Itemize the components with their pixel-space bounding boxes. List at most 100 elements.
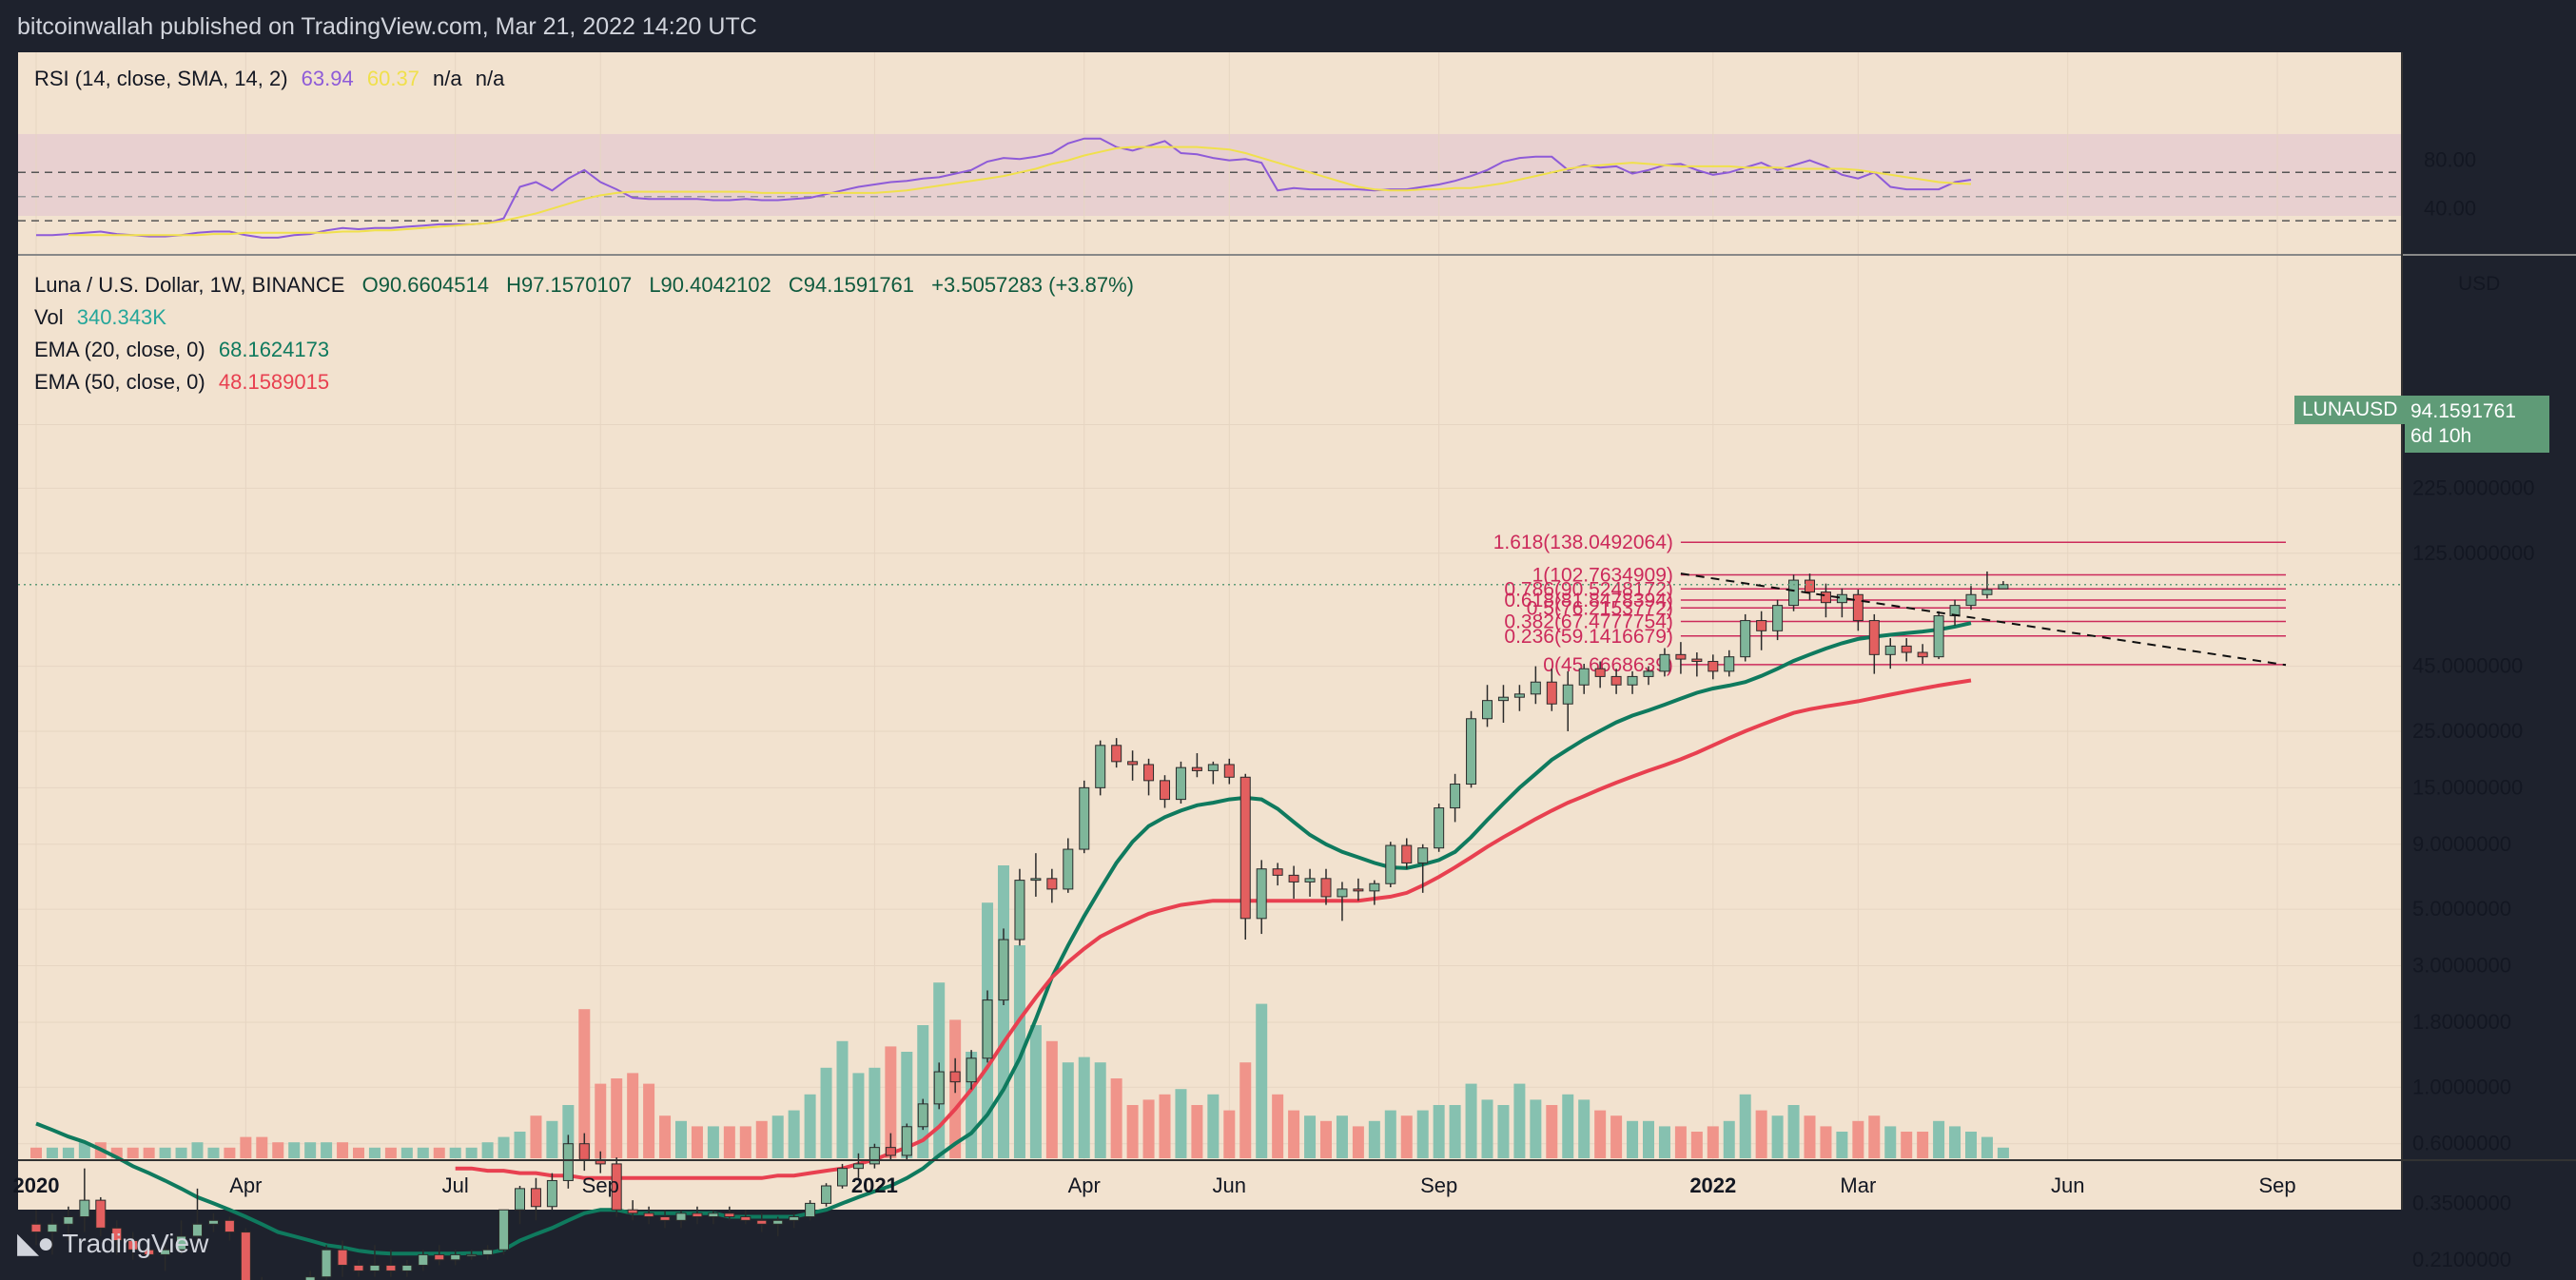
candle-body <box>740 1216 751 1221</box>
ema50-legend[interactable]: EMA (50, close, 0) 48.1589015 <box>34 370 329 395</box>
volume-bar <box>627 1073 639 1158</box>
candle-body <box>982 999 993 1059</box>
time-axis-label: 2021 <box>851 1173 898 1197</box>
candle-body <box>1708 661 1719 672</box>
volume-bar <box>723 1126 735 1158</box>
volume-bar <box>433 1147 445 1158</box>
volume-bar <box>1610 1115 1623 1158</box>
candle-body <box>369 1264 381 1271</box>
fib-level-label: 0.5(76.2153772) <box>1527 597 1673 619</box>
time-axis-label: Sep <box>582 1173 619 1197</box>
candle-body <box>1223 764 1235 778</box>
price-axis-label: 0.3500000 <box>2412 1191 2511 1214</box>
candle-body <box>1562 684 1573 705</box>
fib-level-label: 0.382(67.4777754) <box>1504 611 1673 632</box>
candle-body <box>1063 848 1074 890</box>
ema20-line <box>35 621 1972 1256</box>
trend-line[interactable] <box>1680 572 2287 667</box>
candle-body <box>1111 745 1122 763</box>
price-axis-label: 9.0000000 <box>2412 832 2511 856</box>
volume-bar <box>321 1142 333 1158</box>
rsi-legend[interactable]: RSI (14, close, SMA, 14, 2) 63.94 60.37 … <box>34 67 504 91</box>
candle-body <box>933 1071 945 1105</box>
candle-body <box>1513 693 1525 698</box>
volume-bar <box>143 1147 155 1158</box>
candle-body <box>1901 645 1912 653</box>
time-axis-label: Jun <box>2051 1173 2084 1197</box>
volume-legend[interactable]: Vol 340.343K <box>34 305 166 330</box>
time-axis-label: Apr <box>229 1173 262 1197</box>
currency-label: USD <box>2458 273 2500 295</box>
rsi-legend-value: 63.94 <box>301 67 354 90</box>
volume-bar <box>1029 1025 1042 1158</box>
ema20-legend[interactable]: EMA (20, close, 0) 68.1624173 <box>34 338 329 362</box>
volume-bar <box>337 1142 349 1158</box>
volume-bar <box>1272 1094 1284 1158</box>
volume-bar <box>530 1115 542 1158</box>
volume-bar <box>256 1136 268 1158</box>
candle-body <box>821 1185 832 1204</box>
candle-body <box>434 1253 445 1261</box>
candle-body <box>998 939 1009 1001</box>
last-price-value: 94.1591761 <box>2410 400 2516 422</box>
candle-body <box>852 1163 864 1170</box>
volume-bar <box>353 1147 364 1158</box>
ema20-legend-label: EMA (20, close, 0) <box>34 338 205 361</box>
candle-body <box>1917 651 1928 658</box>
volume-bar <box>304 1142 317 1158</box>
volume-bar <box>836 1040 849 1158</box>
time-axis[interactable]: 2020 Apr Jul Sep 2021 Apr Jun Sep 2022 Mar Jun Sep <box>13 1173 2296 1197</box>
candle-body <box>1030 878 1042 882</box>
rsi-pane <box>18 137 2402 239</box>
price-axis-label: 25.0000000 <box>2412 719 2523 743</box>
volume-bar <box>1755 1110 1767 1158</box>
candle-body <box>724 1212 735 1218</box>
volume-bar <box>224 1147 236 1158</box>
price-axis[interactable]: 400.0000000225.0000000125.000000045.0000… <box>2412 412 2534 1280</box>
candle-body <box>1450 784 1461 809</box>
candle-body <box>240 1232 251 1280</box>
volume-bar <box>1449 1105 1461 1158</box>
candle-body <box>30 1223 42 1233</box>
candle-body <box>498 1209 510 1251</box>
candle-body <box>1304 878 1316 882</box>
candle-body <box>1756 620 1767 631</box>
fib-level-label: 0.786(90.5248172) <box>1504 578 1673 600</box>
volume-bar <box>240 1136 252 1158</box>
volume-bar <box>852 1073 865 1158</box>
candle-body <box>1820 592 1831 604</box>
bar-countdown: 6d 10h <box>2410 425 2472 447</box>
last-price-tag: 94.1591761 6d 10h <box>2405 396 2549 453</box>
time-axis-label: Jul <box>442 1173 469 1197</box>
candle-body <box>127 1240 139 1251</box>
symbol-legend[interactable]: Luna / U.S. Dollar, 1W, BINANCE O90.6604… <box>34 273 1134 298</box>
fib-retracement[interactable]: 1.618(138.0492064) 1(102.7634909)0.786(90… <box>1493 532 2286 676</box>
candle-body <box>1239 776 1251 920</box>
candle-body <box>901 1126 912 1156</box>
fib-level-label: 0(45.6668639) <box>1543 654 1673 676</box>
candle-body <box>1353 888 1364 892</box>
volume-bar <box>30 1147 42 1158</box>
volume-bar <box>1481 1099 1493 1158</box>
candle-body <box>1788 579 1800 607</box>
volume-bar <box>578 1009 591 1158</box>
volume-bar <box>288 1142 301 1158</box>
volume-bar <box>1530 1099 1542 1158</box>
candle-body <box>1207 764 1219 771</box>
volume-bar <box>1546 1105 1558 1158</box>
candle-body <box>789 1216 800 1221</box>
candle-body <box>1288 874 1299 882</box>
tradingview-logo[interactable]: ◣● TradingView <box>17 1227 208 1260</box>
candle-body <box>176 1235 187 1251</box>
candle-body <box>966 1057 977 1083</box>
price-axis-label: 5.0000000 <box>2412 897 2511 921</box>
volume-bar <box>498 1136 510 1158</box>
volume-bar <box>1239 1062 1252 1158</box>
candle-body <box>643 1212 654 1218</box>
time-axis-label: 2020 <box>13 1173 60 1197</box>
candle-body <box>1836 593 1847 604</box>
volume-bar <box>449 1147 461 1158</box>
rsi-axis[interactable]: 80.00 40.00 <box>2424 148 2476 221</box>
fib-level-label: 1(102.7634909) <box>1532 565 1673 587</box>
